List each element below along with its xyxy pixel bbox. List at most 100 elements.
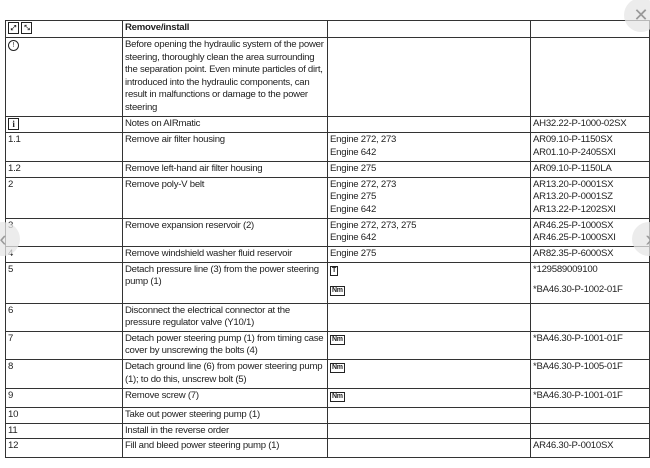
step-action: Remove left-hand air filter housing: [122, 161, 328, 178]
step-number: 1.2: [5, 161, 123, 178]
step-number: 5: [5, 261, 123, 304]
table-row: 4Remove windshield washer fluid reservoi…: [5, 245, 650, 263]
procedure-table: ⤢ ⤡ Remove/install ! Before opening the …: [5, 20, 650, 459]
reference-link[interactable]: AR82.35-P-6000SX: [533, 247, 614, 259]
warning-circle-icon: !: [8, 40, 19, 51]
reference-cell: *BA46.30-P-1001-01F: [530, 387, 650, 408]
table-row: 9 Remove screw (7) Nm *BA46.30-P-1001-01F: [5, 387, 650, 408]
engine-variant: Engine 272, 273: [330, 178, 397, 190]
step-number: 4: [5, 245, 123, 263]
reference-cell: AR46.25-P-1000SX AR46.25-P-1000SXI: [530, 217, 650, 247]
close-button[interactable]: ✕: [624, 0, 650, 32]
notice-text: Before opening the hydraulic system of t…: [122, 37, 328, 117]
torque-nm-icon[interactable]: Nm: [330, 391, 345, 402]
table-row: 12 Fill and bleed power steering pump (1)…: [5, 438, 650, 459]
special-tool-icon[interactable]: T: [330, 265, 339, 276]
engine-cell: Nm: [327, 330, 531, 360]
step-number: 9: [5, 387, 123, 408]
engine-variant: Engine 275: [330, 247, 377, 259]
step-number: 6: [5, 302, 123, 332]
prev-button[interactable]: ‹: [0, 222, 20, 256]
reference-cell: [530, 406, 650, 424]
reference-link[interactable]: AR46.25-P-1000SX: [533, 219, 614, 231]
table-row: 1.2 Remove left-hand air filter housing En…: [5, 161, 650, 178]
step-number: 7: [5, 330, 123, 360]
torque-nm-icon[interactable]: Nm: [330, 334, 345, 345]
reference-link[interactable]: *BA46.30-P-1001-01F: [533, 389, 623, 401]
step-number: 2: [5, 176, 123, 219]
table-row: 11 Install in the reverse order: [5, 422, 650, 440]
step-number: 3: [5, 217, 123, 247]
reference-link[interactable]: AR46.25-P-1000SXI: [533, 232, 616, 244]
step-number: 12: [5, 438, 123, 459]
torque-nm-icon[interactable]: Nm: [330, 362, 345, 373]
reference-link[interactable]: AR09.10-P-1150SX: [533, 134, 613, 146]
reference-cell: AR09.10-P-1150LA: [530, 161, 650, 178]
table-row: 8 Detach ground line (6) from power steer…: [5, 358, 650, 389]
reference-link[interactable]: *129589009100: [533, 263, 598, 275]
info-icon: i: [8, 117, 19, 130]
engine-variant: Engine 275: [330, 163, 377, 175]
info-text: Notes on AIRmatic: [122, 115, 328, 134]
info-row: i Notes on AIRmatic AH32.22-P-1000-02SX: [5, 115, 650, 134]
reference-link[interactable]: AR46.30-P-0010SX: [533, 440, 614, 452]
engine-variant: Engine 642: [330, 146, 377, 158]
step-action: Fill and bleed power steering pump (1): [122, 438, 328, 459]
expand-icon[interactable]: ⤢: [8, 22, 19, 34]
reference-link[interactable]: *BA46.30-P-1002-01F: [533, 284, 623, 296]
engine-cell: T Nm: [327, 261, 531, 304]
table-row: 3Remove expansion reservoir (2)Engine 27…: [5, 217, 650, 247]
reference-link[interactable]: *BA46.30-P-1001-01F: [533, 332, 623, 344]
engine-cell: Engine 275: [327, 245, 531, 263]
engine-variant: Engine 275: [330, 191, 377, 203]
notice-row: ! Before opening the hydraulic system of…: [5, 37, 650, 117]
next-button[interactable]: ›: [632, 222, 650, 256]
engine-cell: Nm: [327, 387, 531, 408]
collapse-icon[interactable]: ⤡: [21, 22, 33, 34]
reference-cell: *BA46.30-P-1005-01F: [530, 358, 650, 389]
reference-cell: *BA46.30-P-1001-01F: [530, 330, 650, 360]
step-number: 10: [5, 406, 123, 424]
header-title: Remove/install: [122, 20, 328, 38]
torque-nm-icon[interactable]: Nm: [330, 286, 345, 297]
table-row: 2 Remove poly-V belt Engine 272, 273 Engine…: [5, 176, 650, 219]
reference-cell: AR09.10-P-1150SX AR01.10-P-2405SXI: [530, 132, 650, 163]
step-action: Detach pressure line (3) from the power …: [122, 261, 328, 304]
engine-cell: Nm: [327, 358, 531, 389]
engine-variant: Engine 272, 273, 275: [330, 219, 417, 231]
engine-cell: Engine 275: [327, 161, 531, 178]
engine-cell: Engine 272, 273, 275 Engine 642: [327, 217, 531, 247]
step-action: Detach power steering pump (1) from timi…: [122, 330, 328, 360]
engine-cell: Engine 272, 273 Engine 275 Engine 642: [327, 176, 531, 219]
step-number: 8: [5, 358, 123, 389]
step-number: 11: [5, 422, 123, 440]
step-action: Detach ground line (6) from power steeri…: [122, 358, 328, 389]
table-row: 10 Take out power steering pump (1): [5, 406, 650, 424]
reference-link[interactable]: AR13.20-P-0001SX: [533, 178, 614, 190]
reference-link[interactable]: AR13.22-P-1202SXI: [533, 203, 616, 215]
table-row: 7 Detach power steering pump (1) from tim…: [5, 330, 650, 360]
engine-variant: Engine 642: [330, 203, 377, 215]
table-row: 1.1 Remove air filter housing Engine 272, …: [5, 132, 650, 163]
step-action: Install in the reverse order: [122, 422, 328, 440]
step-action: Remove expansion reservoir (2): [122, 217, 328, 247]
info-ref[interactable]: AH32.22-P-1000-02SX: [530, 115, 650, 134]
step-action: Remove windshield washer fluid reservoir: [122, 245, 328, 263]
step-number: 1.1: [5, 132, 123, 163]
engine-cell: [327, 438, 531, 459]
step-action: Remove air filter housing: [122, 132, 328, 163]
reference-link[interactable]: *BA46.30-P-1005-01F: [533, 360, 623, 372]
reference-cell: [530, 302, 650, 332]
header-row: ⤢ ⤡ Remove/install: [5, 20, 650, 38]
engine-cell: Engine 272, 273 Engine 642: [327, 132, 531, 163]
engine-cell: [327, 406, 531, 424]
reference-cell: AR82.35-P-6000SX: [530, 245, 650, 263]
reference-link[interactable]: AR01.10-P-2405SXI: [533, 146, 616, 158]
reference-link[interactable]: AR09.10-P-1150LA: [533, 163, 612, 175]
table-row: 6 Disconnect the electrical connector at …: [5, 302, 650, 332]
step-action: Disconnect the electrical connector at t…: [122, 302, 328, 332]
reference-cell: AR13.20-P-0001SX AR13.20-P-0001SZ AR13.22-…: [530, 176, 650, 219]
reference-link[interactable]: AR13.20-P-0001SZ: [533, 191, 613, 203]
step-action: Take out power steering pump (1): [122, 406, 328, 424]
table-row: 5 Detach pressure line (3) from the power…: [5, 261, 650, 304]
